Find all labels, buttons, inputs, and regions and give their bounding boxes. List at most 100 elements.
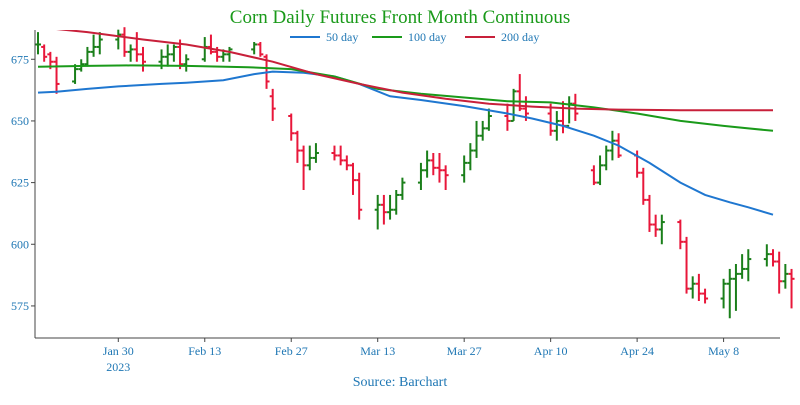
ohlc-bar bbox=[436, 153, 443, 183]
ohlc-bar bbox=[387, 194, 394, 220]
legend-item: 50 day bbox=[290, 30, 358, 44]
x-tick-label: Feb 13 bbox=[188, 344, 221, 358]
chart-title: Corn Daily Futures Front Month Continuou… bbox=[230, 7, 570, 28]
ohlc-bar bbox=[399, 177, 406, 200]
legend-label: 50 day bbox=[326, 30, 358, 44]
x-tick-label: Apr 10 bbox=[534, 344, 568, 358]
ohlc-bar bbox=[374, 194, 381, 230]
x-tick-label: Mar 13 bbox=[360, 344, 395, 358]
ohlc-bar bbox=[442, 165, 449, 190]
ohlc-bar bbox=[226, 46, 233, 62]
ohlc-bar bbox=[350, 162, 356, 195]
x-tick-label: Jan 30 bbox=[103, 344, 134, 358]
legend-label: 200 day bbox=[501, 30, 539, 44]
ohlc-bar bbox=[689, 276, 696, 299]
ohlc-bar bbox=[183, 54, 190, 72]
ohlc-bar bbox=[485, 108, 492, 131]
x-tick-label: Feb 27 bbox=[275, 344, 308, 358]
series-line-200-day bbox=[56, 30, 773, 112]
ohlc-bar bbox=[164, 44, 171, 67]
ohlc-bar bbox=[677, 219, 684, 250]
ohlc-bar bbox=[207, 34, 214, 55]
ohlc-bar bbox=[170, 44, 177, 62]
ohlc-bar bbox=[269, 88, 276, 121]
ohlc-bar bbox=[726, 268, 733, 319]
ohlc-bar bbox=[504, 103, 511, 131]
ohlc-bar bbox=[331, 145, 338, 161]
ohlc-bar bbox=[133, 32, 140, 62]
ohlc-bar bbox=[770, 249, 776, 267]
ohlc-bar bbox=[782, 264, 789, 289]
x-axis: Jan 30 2023 Feb 13 Feb 27 Mar 13 Mar 27 Apr 10… bbox=[35, 337, 780, 374]
ohlc-bar bbox=[776, 251, 783, 294]
ohlc-bar bbox=[288, 113, 295, 141]
ohlc-bar bbox=[140, 46, 146, 72]
ohlc-bar bbox=[96, 32, 103, 55]
ohlc-bar bbox=[201, 37, 208, 62]
ohlc-bar bbox=[121, 27, 128, 57]
ohlc-bar bbox=[72, 64, 79, 84]
ohlc-bar bbox=[739, 254, 746, 279]
y-tick-label: 625 bbox=[11, 176, 29, 190]
ohlc-bar bbox=[732, 264, 739, 311]
ohlc-bar bbox=[337, 145, 344, 166]
ohlc-bar bbox=[35, 32, 41, 55]
x-tick-label: Apr 24 bbox=[620, 344, 654, 358]
ohlc-bar bbox=[560, 101, 566, 134]
ohlc-bar bbox=[312, 143, 319, 163]
ohlc-bar bbox=[257, 42, 264, 57]
ohlc-bar bbox=[115, 29, 122, 50]
legend-item: 200 day bbox=[465, 30, 539, 44]
ohlc-bar bbox=[84, 46, 91, 67]
ohlc-bar bbox=[294, 130, 301, 163]
ohlc-bar bbox=[461, 155, 468, 183]
ohlc-bar bbox=[547, 103, 554, 136]
ohlc-bar bbox=[702, 288, 709, 304]
ohlc-bar bbox=[658, 214, 665, 245]
ohlc-bar bbox=[393, 190, 400, 215]
ohlc-bar bbox=[300, 145, 307, 190]
ohlc-bar bbox=[788, 268, 795, 309]
y-tick-label: 600 bbox=[11, 237, 29, 251]
source-note: Source: Barchart bbox=[353, 375, 448, 390]
y-tick-label: 650 bbox=[11, 114, 29, 128]
ohlc-bar bbox=[417, 162, 424, 190]
legend: 50 day 100 day 200 day bbox=[290, 30, 539, 44]
ohlc-bar bbox=[590, 165, 597, 186]
x-tick-sublabel: 2023 bbox=[106, 360, 130, 374]
ohlc-bar bbox=[597, 155, 604, 186]
plot-area bbox=[35, 27, 795, 319]
y-tick-label: 575 bbox=[11, 299, 29, 313]
series-line-100-day bbox=[37, 64, 774, 132]
ohlc-bar bbox=[356, 172, 363, 220]
ohlc-bar bbox=[572, 93, 579, 121]
ohlc-bar bbox=[640, 167, 647, 205]
ohlc-bar bbox=[720, 278, 727, 309]
ohlc-bar bbox=[479, 120, 486, 141]
y-tick-label: 675 bbox=[11, 52, 29, 66]
ohlc-bar bbox=[90, 34, 97, 57]
legend-item: 100 day bbox=[372, 30, 446, 44]
ohlc-bar bbox=[745, 249, 752, 282]
ohlc-bar bbox=[430, 153, 437, 176]
ohlc-bar bbox=[763, 244, 770, 267]
ohlc-bar bbox=[553, 111, 560, 141]
ohlc-bar bbox=[127, 44, 134, 62]
ohlc-bar bbox=[473, 120, 480, 158]
legend-label: 100 day bbox=[408, 30, 446, 44]
ohlc-bar bbox=[683, 236, 690, 294]
ohlc-bar bbox=[646, 194, 653, 232]
ohlc-bar bbox=[380, 194, 387, 225]
x-tick-label: Mar 27 bbox=[447, 344, 482, 358]
y-axis: 575 600 625 650 675 bbox=[11, 30, 36, 338]
ohlc-bar bbox=[251, 42, 258, 55]
ohlc-bar bbox=[41, 44, 48, 62]
ohlc-bar bbox=[343, 155, 350, 171]
ohlc-bar bbox=[306, 145, 313, 171]
ohlc-bar bbox=[603, 145, 610, 171]
ohlc-bar bbox=[566, 96, 573, 127]
ohlc-bar bbox=[53, 56, 60, 94]
ohlc-bar bbox=[609, 130, 616, 161]
